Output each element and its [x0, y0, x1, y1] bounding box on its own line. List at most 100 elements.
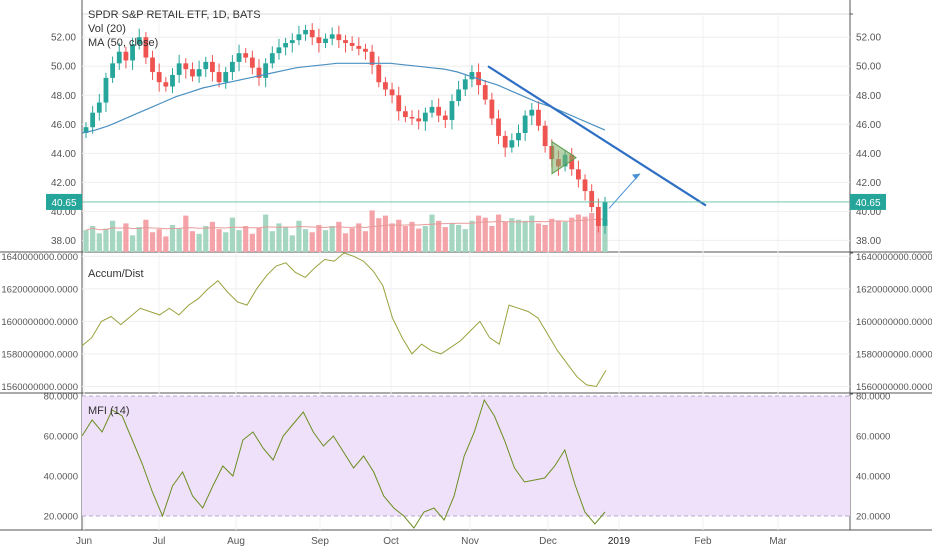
price-tick-label-right: 52.00: [856, 33, 881, 44]
volume-bar: [223, 232, 229, 252]
symbol-title[interactable]: SPDR S&P RETAIL ETF, 1D, BATS: [88, 9, 261, 21]
volume-bar: [582, 216, 588, 252]
volume-bar: [283, 227, 289, 252]
candle-body: [103, 77, 109, 103]
volume-bar: [389, 223, 395, 252]
candle-body: [595, 207, 601, 226]
volume-bar: [562, 221, 568, 252]
time-tick-label: Jul: [153, 536, 166, 547]
candle-body: [96, 102, 102, 113]
price-tick-label-right: 38.00: [856, 236, 881, 247]
mfi-tick-label-left: 20.0000: [44, 512, 78, 523]
volume-bar: [482, 217, 488, 252]
candle-body: [196, 69, 202, 77]
mfi-line: [81, 398, 606, 529]
accum-dist-label[interactable]: Accum/Dist: [88, 268, 144, 280]
mfi-label[interactable]: MFI (14): [88, 405, 130, 417]
volume-bar: [549, 218, 555, 252]
candle-body: [203, 61, 209, 70]
candle-body: [502, 135, 508, 148]
time-tick-label: Sep: [311, 536, 329, 547]
price-tick-label-left: 40.00: [51, 207, 76, 218]
volume-bar: [575, 214, 581, 252]
triangle-pattern[interactable]: [551, 140, 577, 175]
mfi-band: [82, 396, 850, 516]
candle-body: [462, 79, 468, 90]
candle-body: [522, 115, 528, 133]
volume-bar: [555, 220, 562, 252]
candle-body: [489, 99, 495, 119]
volume-bar: [316, 224, 322, 252]
time-tick-label: Nov: [461, 536, 479, 547]
time-tick-label: Dec: [539, 536, 557, 547]
candle-body: [496, 118, 501, 136]
volume-bar: [342, 233, 349, 252]
price-tick-label-right: 42.00: [856, 178, 881, 189]
candle-body: [249, 57, 255, 68]
candle-body: [236, 53, 242, 62]
volume-bar: [116, 231, 122, 252]
candle-body: [269, 53, 275, 64]
candle-body: [436, 106, 442, 116]
volume-bar: [269, 231, 275, 252]
candle-body: [509, 140, 515, 148]
volume-bar: [143, 219, 149, 252]
accum-tick-label-right: 1560000000.0000: [856, 382, 932, 393]
volume-bar: [449, 222, 455, 252]
ma-legend[interactable]: MA (50, close): [88, 37, 159, 49]
volume-bar: [256, 228, 262, 252]
accum-tick-label-right: 1580000000.0000: [856, 349, 932, 360]
candle-body: [343, 40, 348, 44]
candle-body: [409, 117, 415, 119]
volume-bar: [382, 215, 389, 252]
volume-bar: [529, 215, 535, 252]
volume-bar: [203, 226, 209, 252]
price-tick-label-right: 50.00: [856, 62, 881, 73]
volume-bar: [289, 235, 295, 252]
volume-bar: [302, 229, 309, 252]
volume-bar: [169, 224, 176, 252]
candle-body: [602, 201, 608, 226]
time-tick-label: Mar: [769, 536, 787, 547]
candle-body: [316, 37, 322, 44]
volume-bar: [502, 221, 508, 252]
candle-body: [176, 63, 182, 75]
candle-body: [263, 63, 269, 78]
downtrend-line[interactable]: [487, 65, 707, 207]
candle-body: [303, 29, 308, 35]
candle-body: [383, 82, 388, 90]
volume-bar: [535, 223, 542, 252]
volume-legend[interactable]: Vol (20): [88, 23, 126, 35]
mfi-tick-label-right: 40.0000: [856, 472, 890, 483]
ma50-line: [81, 62, 606, 134]
volume-bar: [156, 229, 162, 252]
volume-bar: [462, 229, 468, 252]
volume-bar: [422, 226, 428, 252]
volume-bar: [436, 220, 442, 252]
price-tick-label-left: 48.00: [51, 91, 76, 102]
price-tick-label-left: 44.00: [51, 149, 76, 160]
volume-bar: [416, 228, 422, 252]
candle-body: [90, 112, 96, 128]
candle-body: [296, 34, 302, 41]
candle-body: [389, 89, 395, 96]
volume-ma-line: [85, 218, 606, 231]
candle-body: [482, 85, 488, 100]
volume-bar: [123, 223, 129, 252]
candle-body: [110, 63, 116, 78]
candle-body: [575, 169, 581, 180]
candle-body: [442, 115, 448, 120]
candle-body: [449, 101, 455, 120]
candle-body: [83, 127, 89, 133]
time-tick-label: 2019: [608, 536, 631, 547]
accum-dist-line: [81, 252, 607, 388]
candle-body: [116, 51, 122, 64]
volume-bar: [209, 221, 216, 252]
candle-body: [210, 61, 215, 73]
time-tick-label: Feb: [694, 536, 712, 547]
projection-arrow-line[interactable]: [608, 173, 641, 209]
price-tick-label-right: 46.00: [856, 120, 881, 131]
candle-body: [396, 95, 402, 112]
candle-body: [289, 40, 295, 44]
